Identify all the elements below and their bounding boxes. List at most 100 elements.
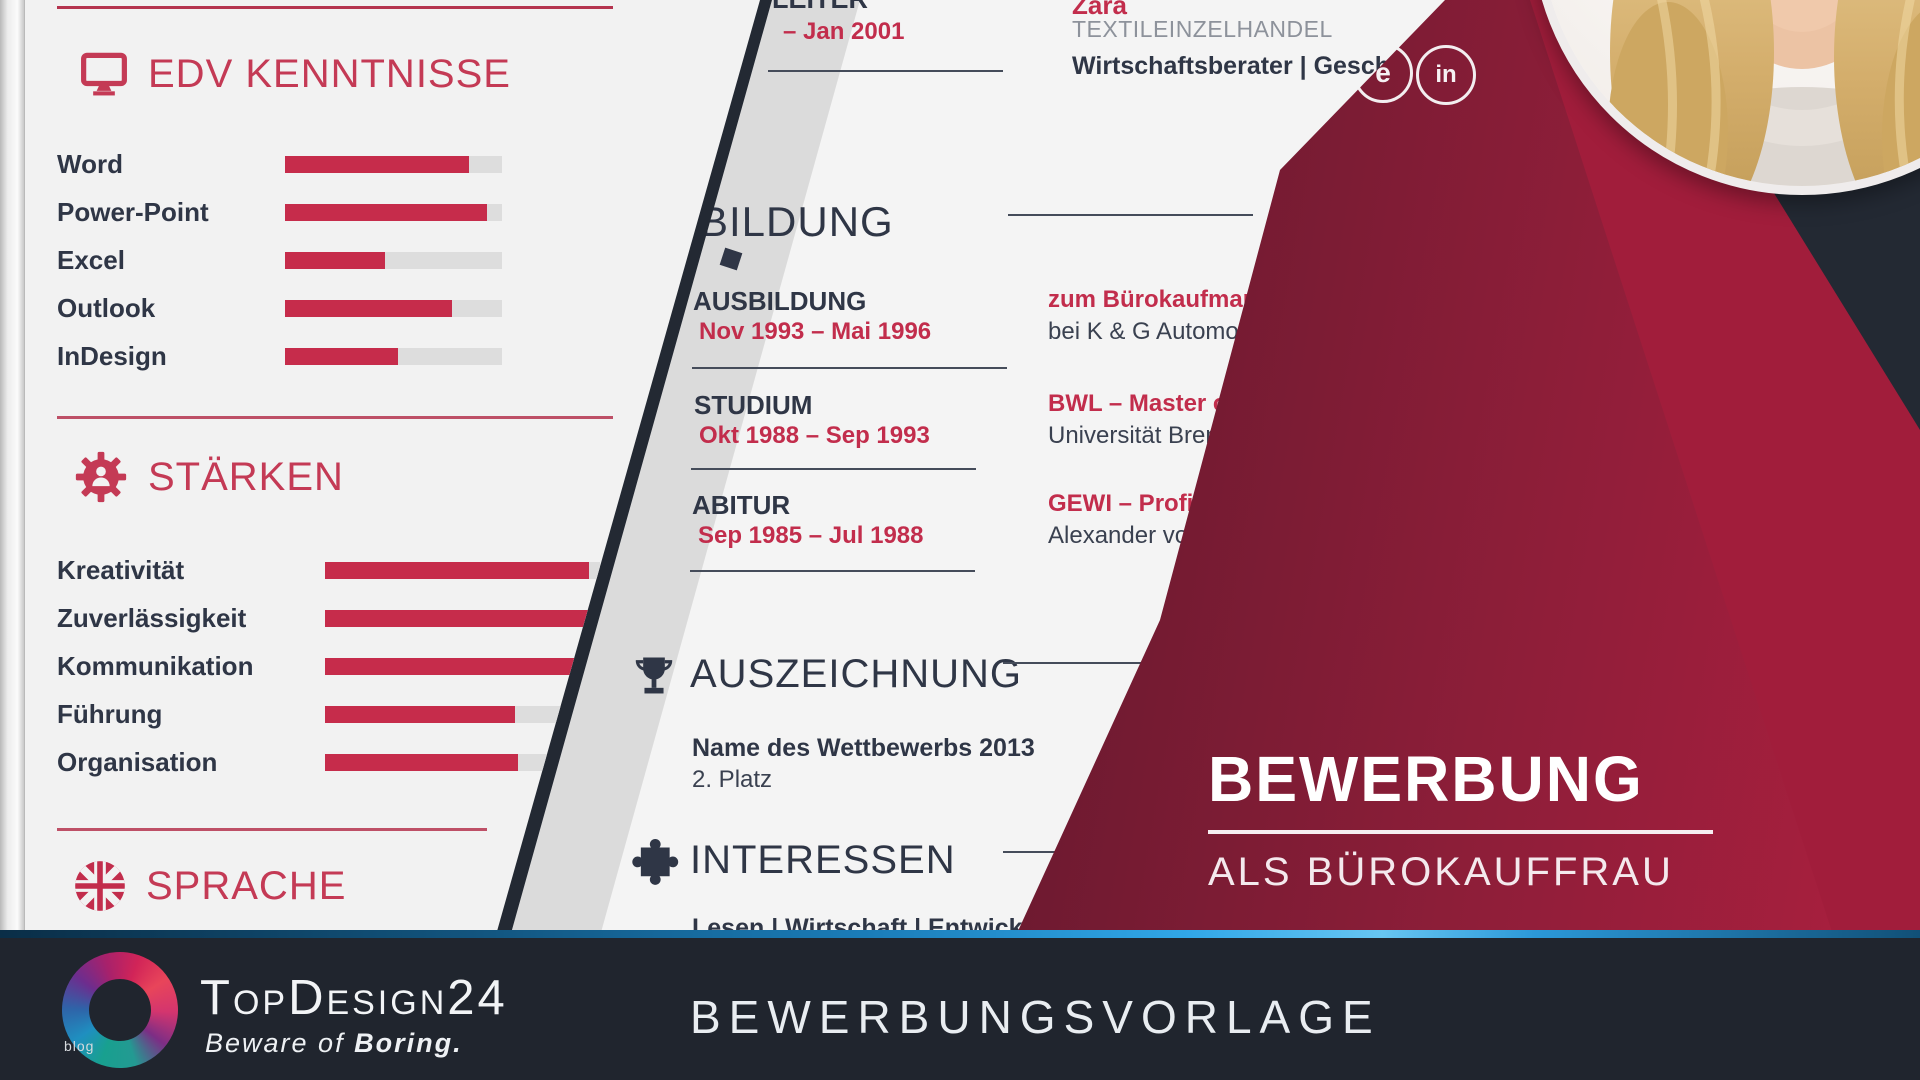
section-sprache-title: SPRACHE xyxy=(146,863,347,908)
poster-caption: BEWERBUNGSVORLAGE xyxy=(690,991,1381,1043)
trophy-icon xyxy=(635,657,673,694)
section-edv-header: EDV KENNTNISSE xyxy=(78,48,511,100)
section-divider xyxy=(57,416,613,419)
section-sprache-header: SPRACHE xyxy=(72,858,346,914)
education-degree: BWL – Master o xyxy=(1048,390,1228,417)
education-period: Okt 1988 – Sep 1993 xyxy=(699,422,930,449)
topdesign24-logo[interactable] xyxy=(48,938,192,1080)
skill-bar-fill xyxy=(325,657,598,675)
brand-tagline: Beware of Boring. xyxy=(205,1028,463,1059)
skill-row: Outlook xyxy=(57,284,602,332)
skill-row: Zuverlässigkeit xyxy=(57,594,602,642)
skill-bar-fill xyxy=(325,705,515,723)
award-name: Name des Wettbewerbs 2013 xyxy=(692,734,1035,762)
skill-bar xyxy=(285,299,502,317)
blog-label: blog xyxy=(64,1038,95,1054)
section-staerken-title: STÄRKEN xyxy=(148,454,344,499)
puzzle-icon xyxy=(632,838,679,885)
skill-bar-fill xyxy=(285,155,470,173)
skill-label: Excel xyxy=(57,244,125,275)
skill-row: Führung xyxy=(57,690,602,738)
skill-label: Organisation xyxy=(57,746,218,777)
education-period: Nov 1993 – Mai 1996 xyxy=(699,318,932,345)
skill-bar-fill xyxy=(325,609,592,627)
cover-title: BEWERBUNG xyxy=(1208,743,1644,815)
brand-part: ESIGN xyxy=(326,984,448,1022)
skill-row: Excel xyxy=(57,236,602,284)
experience-divider xyxy=(768,70,1003,72)
section-edv-title: EDV KENNTNISSE xyxy=(148,51,511,96)
brand-part: 24 xyxy=(447,971,508,1025)
education-divider xyxy=(692,367,1007,369)
skill-row: Power-Point xyxy=(57,188,602,236)
skill-row: Word xyxy=(57,140,602,188)
skill-label: Kreativität xyxy=(57,554,185,585)
skill-bar xyxy=(325,657,600,675)
skill-label: Kommunikation xyxy=(57,650,254,681)
education-institution: Universität Brem xyxy=(1048,422,1226,449)
skill-bar-fill xyxy=(325,753,518,771)
gear-person-icon xyxy=(75,451,127,503)
brand-part: OP xyxy=(232,984,289,1022)
skill-bar xyxy=(285,251,502,269)
skill-label: InDesign xyxy=(57,340,167,371)
auszeichnung-right-divider xyxy=(1003,662,1253,664)
skill-label: Word xyxy=(57,148,123,179)
education-degree: GEWI – Profi xyxy=(1048,490,1194,517)
cover-title-block: BEWERBUNG ALS BÜROKAUFFRAU xyxy=(1208,742,1768,895)
section-divider xyxy=(57,828,487,831)
section-bildung-title: BILDUNG xyxy=(700,198,894,245)
uk-flag-icon xyxy=(75,861,125,911)
skill-row: InDesign xyxy=(57,332,602,380)
footer-bar: blog TOPDESIGN24 Beware of Boring. BEWER… xyxy=(0,930,1920,1080)
experience-title-fragment: LEITER xyxy=(772,0,868,15)
graduation-cap-icon xyxy=(719,247,743,271)
tagline-bold: Boring. xyxy=(354,1028,463,1058)
brand-part: D xyxy=(288,971,327,1025)
brand-wordmark[interactable]: TOPDESIGN24 xyxy=(200,970,508,1026)
skill-bar-fill xyxy=(285,347,398,365)
skill-bar-fill xyxy=(285,251,385,269)
skill-label: Führung xyxy=(57,698,163,729)
skill-label: Zuverlässigkeit xyxy=(57,602,247,633)
education-label: AUSBILDUNG xyxy=(693,286,867,316)
education-institution: Alexander von xyxy=(1048,522,1202,549)
portrait-image xyxy=(1540,0,1920,186)
skill-bar xyxy=(325,609,600,627)
skill-bar xyxy=(325,561,600,579)
skill-row: Organisation xyxy=(57,738,602,786)
experience-date: – Jan 2001 xyxy=(783,18,905,45)
skill-bar xyxy=(285,155,502,173)
skill-label: Outlook xyxy=(57,292,156,323)
section-staerken-header: STÄRKEN xyxy=(72,448,344,506)
skill-bar-fill xyxy=(325,561,589,579)
profile-photo xyxy=(1531,0,1920,195)
skill-bar-fill xyxy=(285,203,487,221)
skill-bar xyxy=(285,203,502,221)
skill-bar-fill xyxy=(285,299,453,317)
bildung-right-divider xyxy=(1008,214,1253,216)
section-auszeichnung-title: AUSZEICHNUNG xyxy=(690,652,1023,696)
tagline-light: Beware of xyxy=(205,1028,355,1058)
education-institution: bei K & G Automobili xyxy=(1048,318,1269,345)
section-interessen-title: INTERESSEN xyxy=(690,838,956,882)
experience-industry: TEXTILEINZELHANDEL xyxy=(1072,16,1333,42)
education-divider xyxy=(690,570,975,572)
page-top-rule xyxy=(57,6,613,9)
education-divider xyxy=(691,468,976,470)
education-label: ABITUR xyxy=(692,490,791,520)
skill-bar xyxy=(285,347,502,365)
brand-part: T xyxy=(200,971,233,1025)
linkedin-icon[interactable]: in xyxy=(1416,45,1476,105)
skill-label: Power-Point xyxy=(57,196,209,227)
education-degree: zum Bürokaufmann xyxy=(1048,286,1273,313)
award-rank: 2. Platz xyxy=(692,766,773,793)
edv-skill-list: Word Power-Point Excel Outlook InDesign xyxy=(57,140,602,380)
skill-bar xyxy=(325,705,600,723)
education-label: STUDIUM xyxy=(694,390,813,420)
staerken-skill-list: Kreativität Zuverlässigkeit Kommunikatio… xyxy=(57,546,602,786)
linkedin-glyph: in xyxy=(1435,61,1457,88)
cover-underline xyxy=(1208,830,1713,834)
monitor-icon xyxy=(81,52,127,96)
